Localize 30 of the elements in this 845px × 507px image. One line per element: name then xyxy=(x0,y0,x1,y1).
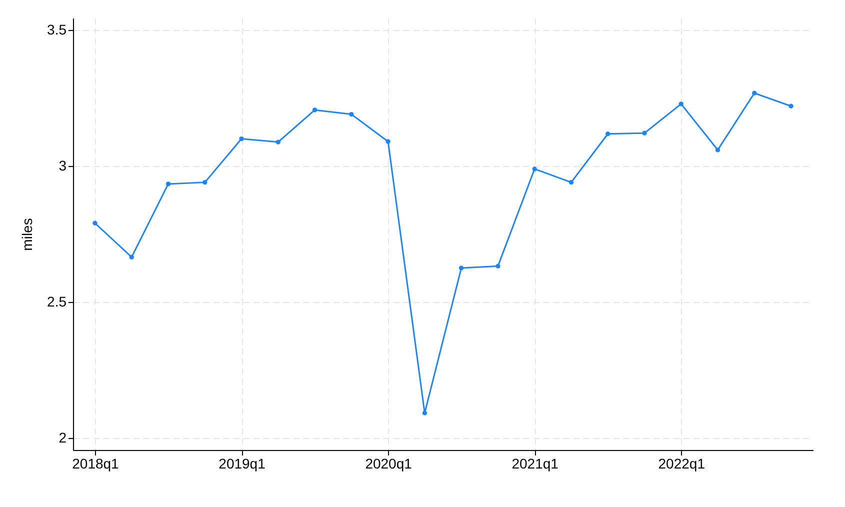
point xyxy=(386,139,390,144)
point xyxy=(715,148,720,152)
y-axis-title: miles xyxy=(19,218,36,251)
x-tick-label: 2019q1 xyxy=(218,456,266,472)
point xyxy=(496,264,500,268)
point xyxy=(276,140,280,144)
y-tick-label: 3.5 xyxy=(47,21,67,38)
y-tick-label: 3 xyxy=(58,157,67,174)
point xyxy=(606,132,610,136)
y-tick-label: 2.5 xyxy=(47,294,67,310)
point xyxy=(532,166,537,172)
point xyxy=(312,108,318,112)
x-tick-label: 2020q1 xyxy=(365,456,412,472)
point xyxy=(788,104,794,108)
point xyxy=(568,180,574,185)
point xyxy=(92,220,98,226)
point xyxy=(678,102,684,106)
point xyxy=(349,112,354,117)
point xyxy=(642,130,647,136)
point xyxy=(129,254,134,260)
y-tick-label: 2 xyxy=(58,430,67,446)
point xyxy=(752,90,757,96)
point xyxy=(458,266,464,270)
x-tick-label: 2021q1 xyxy=(512,456,559,472)
point xyxy=(202,180,208,185)
point xyxy=(422,410,428,416)
point xyxy=(166,182,171,186)
x-tick-label: 2022q1 xyxy=(658,456,706,472)
point xyxy=(239,136,244,142)
x-tick-label: 2018q1 xyxy=(72,456,120,472)
